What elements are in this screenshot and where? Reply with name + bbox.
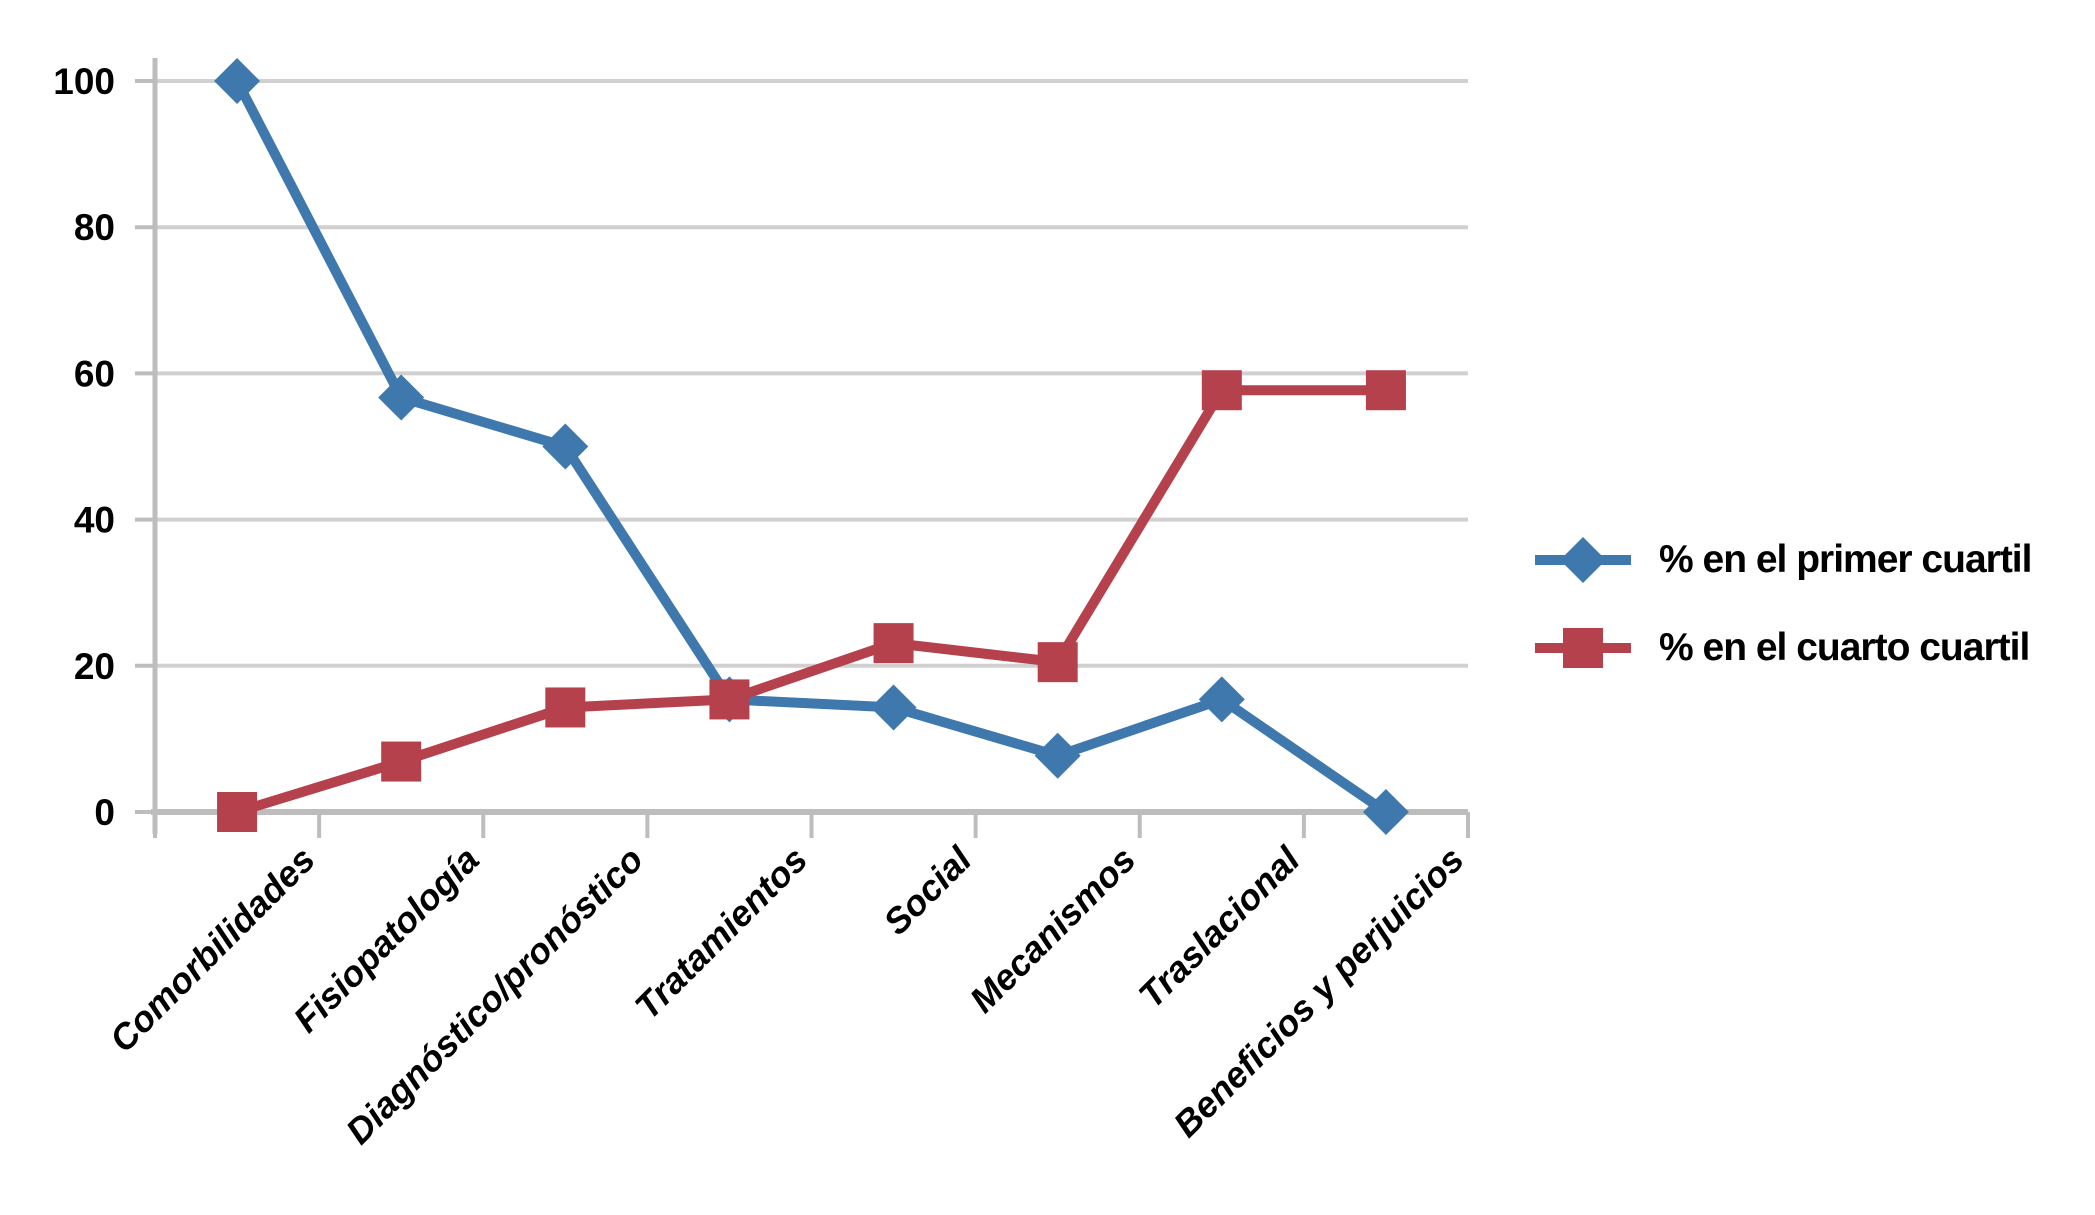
y-tick-label: 100 (53, 61, 115, 102)
x-axis-label: Social (875, 838, 980, 943)
x-axis-label: Beneficios y perjuicios (1165, 839, 1471, 1145)
y-tick-label: 60 (74, 353, 115, 394)
data-point-square (545, 687, 586, 728)
data-point-diamond (1034, 732, 1081, 779)
data-point-square (381, 741, 422, 782)
x-axis-label: Traslacional (1130, 838, 1308, 1016)
square-marker-icon (1563, 628, 1603, 668)
data-point-diamond (870, 684, 917, 731)
data-point-diamond (378, 374, 425, 421)
series-line-cuarto-cuartil (235, 385, 1386, 817)
legend-label-cuarto-cuartil: % en el cuarto cuartil (1659, 626, 2030, 669)
x-axis-label: Diagnóstico/pronóstico (338, 839, 651, 1152)
legend-marker-primer-cuartil (1535, 537, 1631, 583)
legend: % en el primer cuartil % en el cuarto cu… (1533, 534, 2032, 674)
y-tick-label: 40 (74, 500, 115, 541)
data-point-diamond (214, 58, 261, 104)
y-tick-label: 0 (94, 792, 115, 833)
legend-label-primer-cuartil: % en el primer cuartil (1659, 538, 2032, 581)
data-point-square (709, 679, 750, 720)
data-point-square (217, 792, 258, 832)
data-point-diamond (1362, 789, 1409, 835)
data-point-square (1365, 370, 1406, 411)
diamond-marker-icon (1560, 537, 1606, 583)
y-tick-label: 80 (74, 207, 115, 248)
x-axis-label: Tratamientos (627, 839, 815, 1027)
x-axis-label: Mecanismos (962, 839, 1144, 1021)
y-tick-label: 20 (74, 646, 115, 687)
legend-marker-cuarto-cuartil (1535, 628, 1631, 668)
data-point-diamond (542, 423, 589, 470)
legend-item-cuarto-cuartil: % en el cuarto cuartil (1533, 622, 2031, 674)
data-point-square (1201, 370, 1242, 411)
data-point-square (873, 623, 914, 664)
x-axis-label: Comorbilidades (101, 839, 322, 1060)
legend-item-primer-cuartil: % en el primer cuartil (1533, 534, 2032, 586)
data-point-diamond (1198, 676, 1245, 723)
series-line-primer-cuartil (232, 78, 1389, 817)
data-point-square (1037, 642, 1078, 683)
